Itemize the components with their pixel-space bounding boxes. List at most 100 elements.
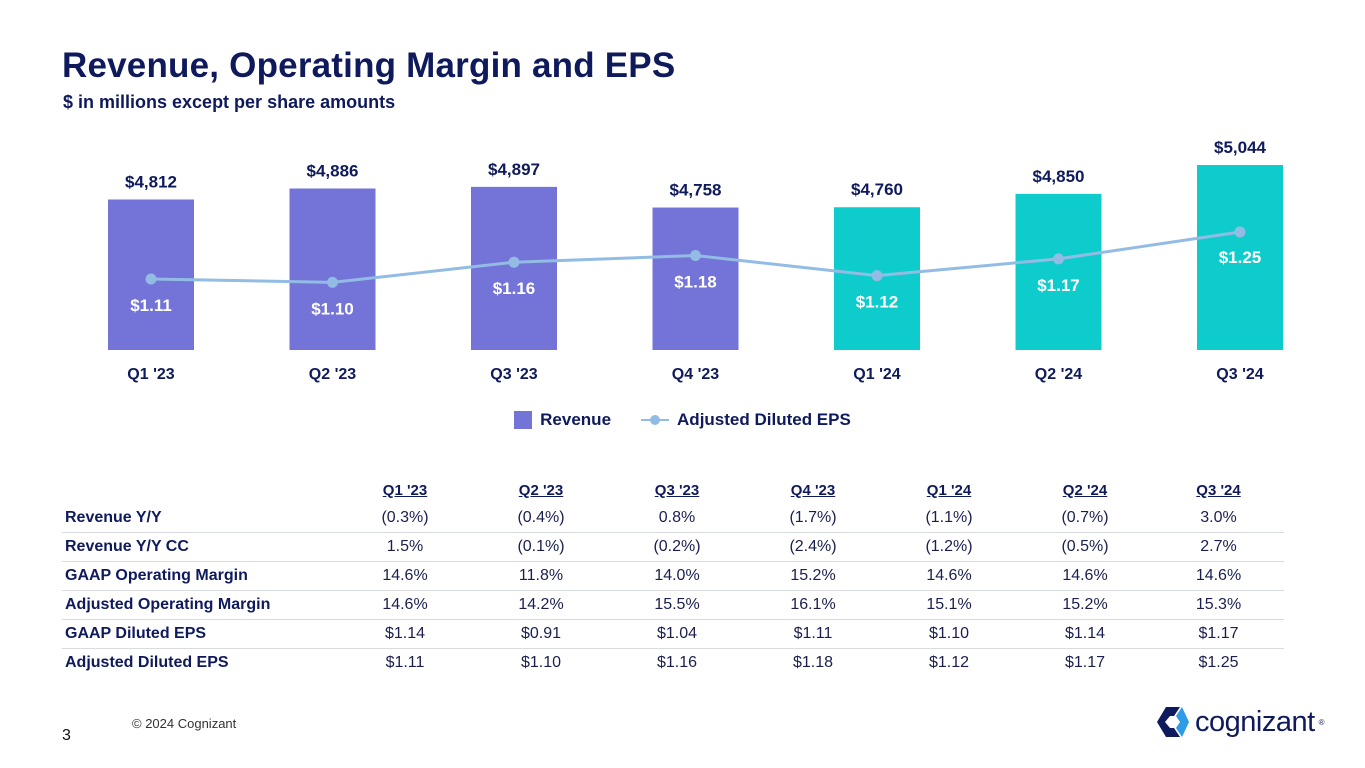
- table-row: Revenue Y/Y CC 1.5% (0.1%) (0.2%) (2.4%)…: [62, 532, 1284, 562]
- table-cell: 15.2%: [1017, 590, 1153, 620]
- table-row-label: Revenue Y/Y CC: [62, 532, 337, 562]
- table-cell: 14.6%: [337, 590, 473, 620]
- eps-point: [871, 270, 883, 282]
- table-cell: 14.2%: [473, 590, 609, 620]
- registered-mark: ®: [1318, 717, 1325, 727]
- table-corner-cell: [62, 476, 337, 504]
- legend-item-revenue: Revenue: [514, 410, 611, 430]
- table-cell: $1.14: [1017, 619, 1153, 649]
- revenue-value-label: $4,812: [125, 173, 177, 192]
- table-col-header: Q3 '24: [1196, 481, 1241, 499]
- revenue-bar: [652, 207, 739, 350]
- category-label: Q4 '23: [672, 366, 719, 383]
- table-row: Adjusted Diluted EPS $1.11 $1.10 $1.16 $…: [62, 649, 1284, 678]
- table-row-label: Adjusted Diluted EPS: [65, 654, 229, 671]
- table-cell: 3.0%: [1153, 504, 1284, 533]
- metrics-table: Q1 '23 Q2 '23 Q3 '23 Q4 '23 Q1 '24 Q2 '2…: [62, 476, 1284, 677]
- revenue-value-label: $4,886: [307, 161, 359, 180]
- table-cell: $1.10: [881, 619, 1017, 649]
- category-label: Q1 '24: [853, 366, 900, 383]
- table-row: GAAP Diluted EPS $1.14 $0.91 $1.04 $1.11…: [62, 619, 1284, 649]
- table-row: GAAP Operating Margin 14.6% 11.8% 14.0% …: [62, 561, 1284, 591]
- category-label: Q3 '23: [490, 366, 537, 383]
- table-cell: 14.6%: [881, 561, 1017, 591]
- table-cell: (0.1%): [473, 532, 609, 562]
- cognizant-logo-icon: [1157, 707, 1189, 737]
- table-cell: $1.11: [385, 654, 425, 671]
- copyright-text: © 2024 Cognizant: [132, 716, 237, 731]
- eps-value-label: $1.10: [311, 299, 354, 318]
- table-col-header: Q2 '24: [1062, 481, 1108, 499]
- table-col-header: Q2 '23: [518, 481, 564, 499]
- table-cell: 15.2%: [745, 561, 881, 591]
- revenue-bar: [289, 188, 376, 350]
- eps-value-label: $1.11: [130, 296, 172, 315]
- table-cell: $1.17: [1153, 619, 1284, 649]
- table-cell: $1.16: [656, 654, 698, 671]
- table-cell: 16.1%: [745, 590, 881, 620]
- eps-point: [327, 276, 338, 288]
- page-title: Revenue, Operating Margin and EPS: [62, 46, 676, 85]
- table-cell: (0.5%): [1017, 532, 1153, 562]
- table-cell: (1.7%): [745, 504, 881, 533]
- legend-item-eps: Adjusted Diluted EPS: [641, 410, 851, 430]
- legend-swatch-revenue: [514, 411, 533, 429]
- revenue-bar: [471, 186, 557, 350]
- revenue-value-label: $4,897: [488, 160, 540, 179]
- category-label: Q2 '24: [1035, 366, 1082, 383]
- eps-point: [145, 273, 157, 285]
- table-cell: $0.91: [473, 619, 609, 649]
- chart-legend: Revenue Adjusted Diluted EPS: [0, 410, 1365, 430]
- table-cell: (0.2%): [609, 532, 745, 562]
- table-cell: (1.1%): [881, 504, 1017, 533]
- legend-label-eps: Adjusted Diluted EPS: [677, 410, 851, 429]
- legend-line-marker-icon: [641, 413, 670, 427]
- table-cell: 0.8%: [609, 504, 745, 533]
- page-number: 3: [62, 727, 71, 744]
- table-cell: 14.6%: [337, 561, 473, 591]
- table-cell: 14.6%: [1153, 561, 1284, 591]
- table-row: Revenue Y/Y (0.3%) (0.4%) 0.8% (1.7%) (1…: [62, 504, 1284, 533]
- table-cell: 15.1%: [881, 590, 1017, 620]
- table-cell: 15.3%: [1153, 590, 1284, 620]
- eps-point: [1234, 226, 1246, 238]
- revenue-value-label: $4,760: [851, 180, 903, 199]
- table-cell: 11.8%: [473, 561, 609, 591]
- legend-label-revenue: Revenue: [540, 410, 612, 429]
- category-label: Q2 '23: [309, 366, 356, 383]
- table-cell: $1.14: [337, 619, 473, 649]
- table-cell: (0.3%): [337, 504, 473, 533]
- eps-value-label: $1.17: [1037, 276, 1080, 295]
- category-label: Q1 '23: [127, 366, 174, 383]
- table-cell: 15.5%: [609, 590, 745, 620]
- revenue-value-label: $4,758: [670, 181, 722, 200]
- category-label: Q3 '24: [1216, 366, 1263, 383]
- eps-point: [508, 256, 520, 268]
- table-row-label: GAAP Diluted EPS: [62, 619, 337, 649]
- table-cell: $1.18: [792, 654, 834, 671]
- table-cell: $1.10: [520, 654, 562, 671]
- table-col-header: Q1 '24: [926, 481, 972, 499]
- table-row: Adjusted Operating Margin 14.6% 14.2% 15…: [62, 590, 1284, 620]
- table-cell: (0.7%): [1017, 504, 1153, 533]
- eps-value-label: $1.16: [493, 279, 536, 298]
- page-subtitle: $ in millions except per share amounts: [63, 92, 396, 112]
- logo-wordmark: cognizant: [1195, 705, 1315, 738]
- table-cell: 14.6%: [1017, 561, 1153, 591]
- table-header-row: Q1 '23 Q2 '23 Q3 '23 Q4 '23 Q1 '24 Q2 '2…: [62, 476, 1284, 504]
- revenue-value-label: $4,850: [1033, 167, 1085, 186]
- table-row-label: Adjusted Operating Margin: [62, 590, 337, 620]
- table-col-header: Q3 '23: [654, 481, 700, 499]
- revenue-value-label: $5,044: [1214, 138, 1267, 157]
- table-cell: $1.11: [745, 619, 881, 649]
- eps-value-label: $1.25: [1219, 248, 1262, 267]
- revenue-eps-chart: $4,812 Q1 '23 $4,886 Q2 '23 $4,897 Q3 '23 $4,7…: [108, 138, 1283, 383]
- table-cell: $1.12: [928, 654, 970, 671]
- table-cell: $1.17: [1064, 654, 1106, 671]
- table-cell: $1.04: [609, 619, 745, 649]
- eps-value-label: $1.18: [674, 273, 717, 292]
- table-col-header: Q1 '23: [382, 481, 428, 499]
- table-cell: 14.0%: [609, 561, 745, 591]
- table-cell: $1.25: [1198, 654, 1239, 671]
- table-row-label: Revenue Y/Y: [62, 504, 337, 533]
